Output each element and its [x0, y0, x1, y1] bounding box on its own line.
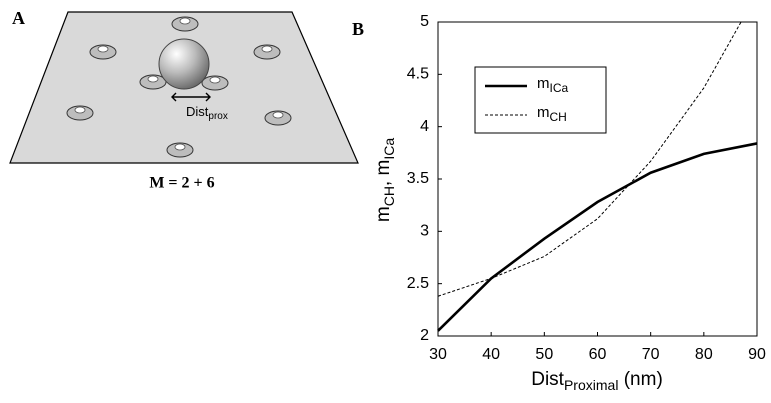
legend-label-sub: CH [550, 110, 567, 124]
panel-label: A [12, 8, 25, 28]
channel-pores [74, 17, 284, 151]
x-tick-label: 50 [535, 346, 553, 363]
label-unit: (nm) [618, 369, 662, 390]
label-main: , m [373, 160, 394, 186]
sensor-sphere [158, 38, 210, 90]
label-sub: prox [208, 111, 227, 122]
x-tick-label: 90 [748, 346, 766, 363]
y-tick-label: 4.5 [407, 66, 429, 83]
legend-box [474, 66, 607, 134]
label-sub: ICa [381, 138, 397, 160]
label-main: m [373, 206, 394, 222]
legend-label-main: m [537, 75, 550, 92]
data-line [437, 21, 742, 297]
legend-label: mCH [537, 104, 567, 124]
data-line [437, 142, 758, 332]
panel-a: A Distprox M = 2 + 6 [9, 8, 359, 192]
x-tick-label: 40 [482, 346, 500, 363]
legend-label: mICa [537, 75, 569, 95]
label-main: Dist [531, 369, 564, 390]
distance-arrow [171, 92, 211, 102]
y-tick-label: 2 [420, 327, 429, 344]
y-tick-label: 3 [420, 223, 429, 240]
x-axis-label: DistProximal (nm) [531, 369, 663, 393]
legend-label-sub: ICa [550, 81, 569, 95]
distance-label: Distprox [186, 104, 228, 121]
panel-b: B DistProximal (nm) mCH, mICa 30 40 50 60 70… [352, 13, 766, 392]
x-tick-label: 70 [642, 346, 660, 363]
y-tick-label: 3.5 [407, 170, 429, 187]
x-tick-label: 80 [695, 346, 713, 363]
x-tick-label: 30 [429, 346, 447, 363]
y-tick-label: 2.5 [407, 275, 429, 292]
y-tick-label: 4 [420, 118, 429, 135]
y-axis-label: mCH, mICa [373, 138, 397, 222]
label-main: Dist [186, 104, 209, 119]
x-tick-label: 60 [589, 346, 607, 363]
label-sub: Proximal [564, 377, 618, 393]
y-tick-label: 5 [420, 13, 429, 30]
legend-label-main: m [537, 104, 550, 121]
caption: M = 2 + 6 [149, 175, 214, 192]
panel-label: B [352, 19, 364, 39]
label-sub: CH [381, 186, 397, 206]
